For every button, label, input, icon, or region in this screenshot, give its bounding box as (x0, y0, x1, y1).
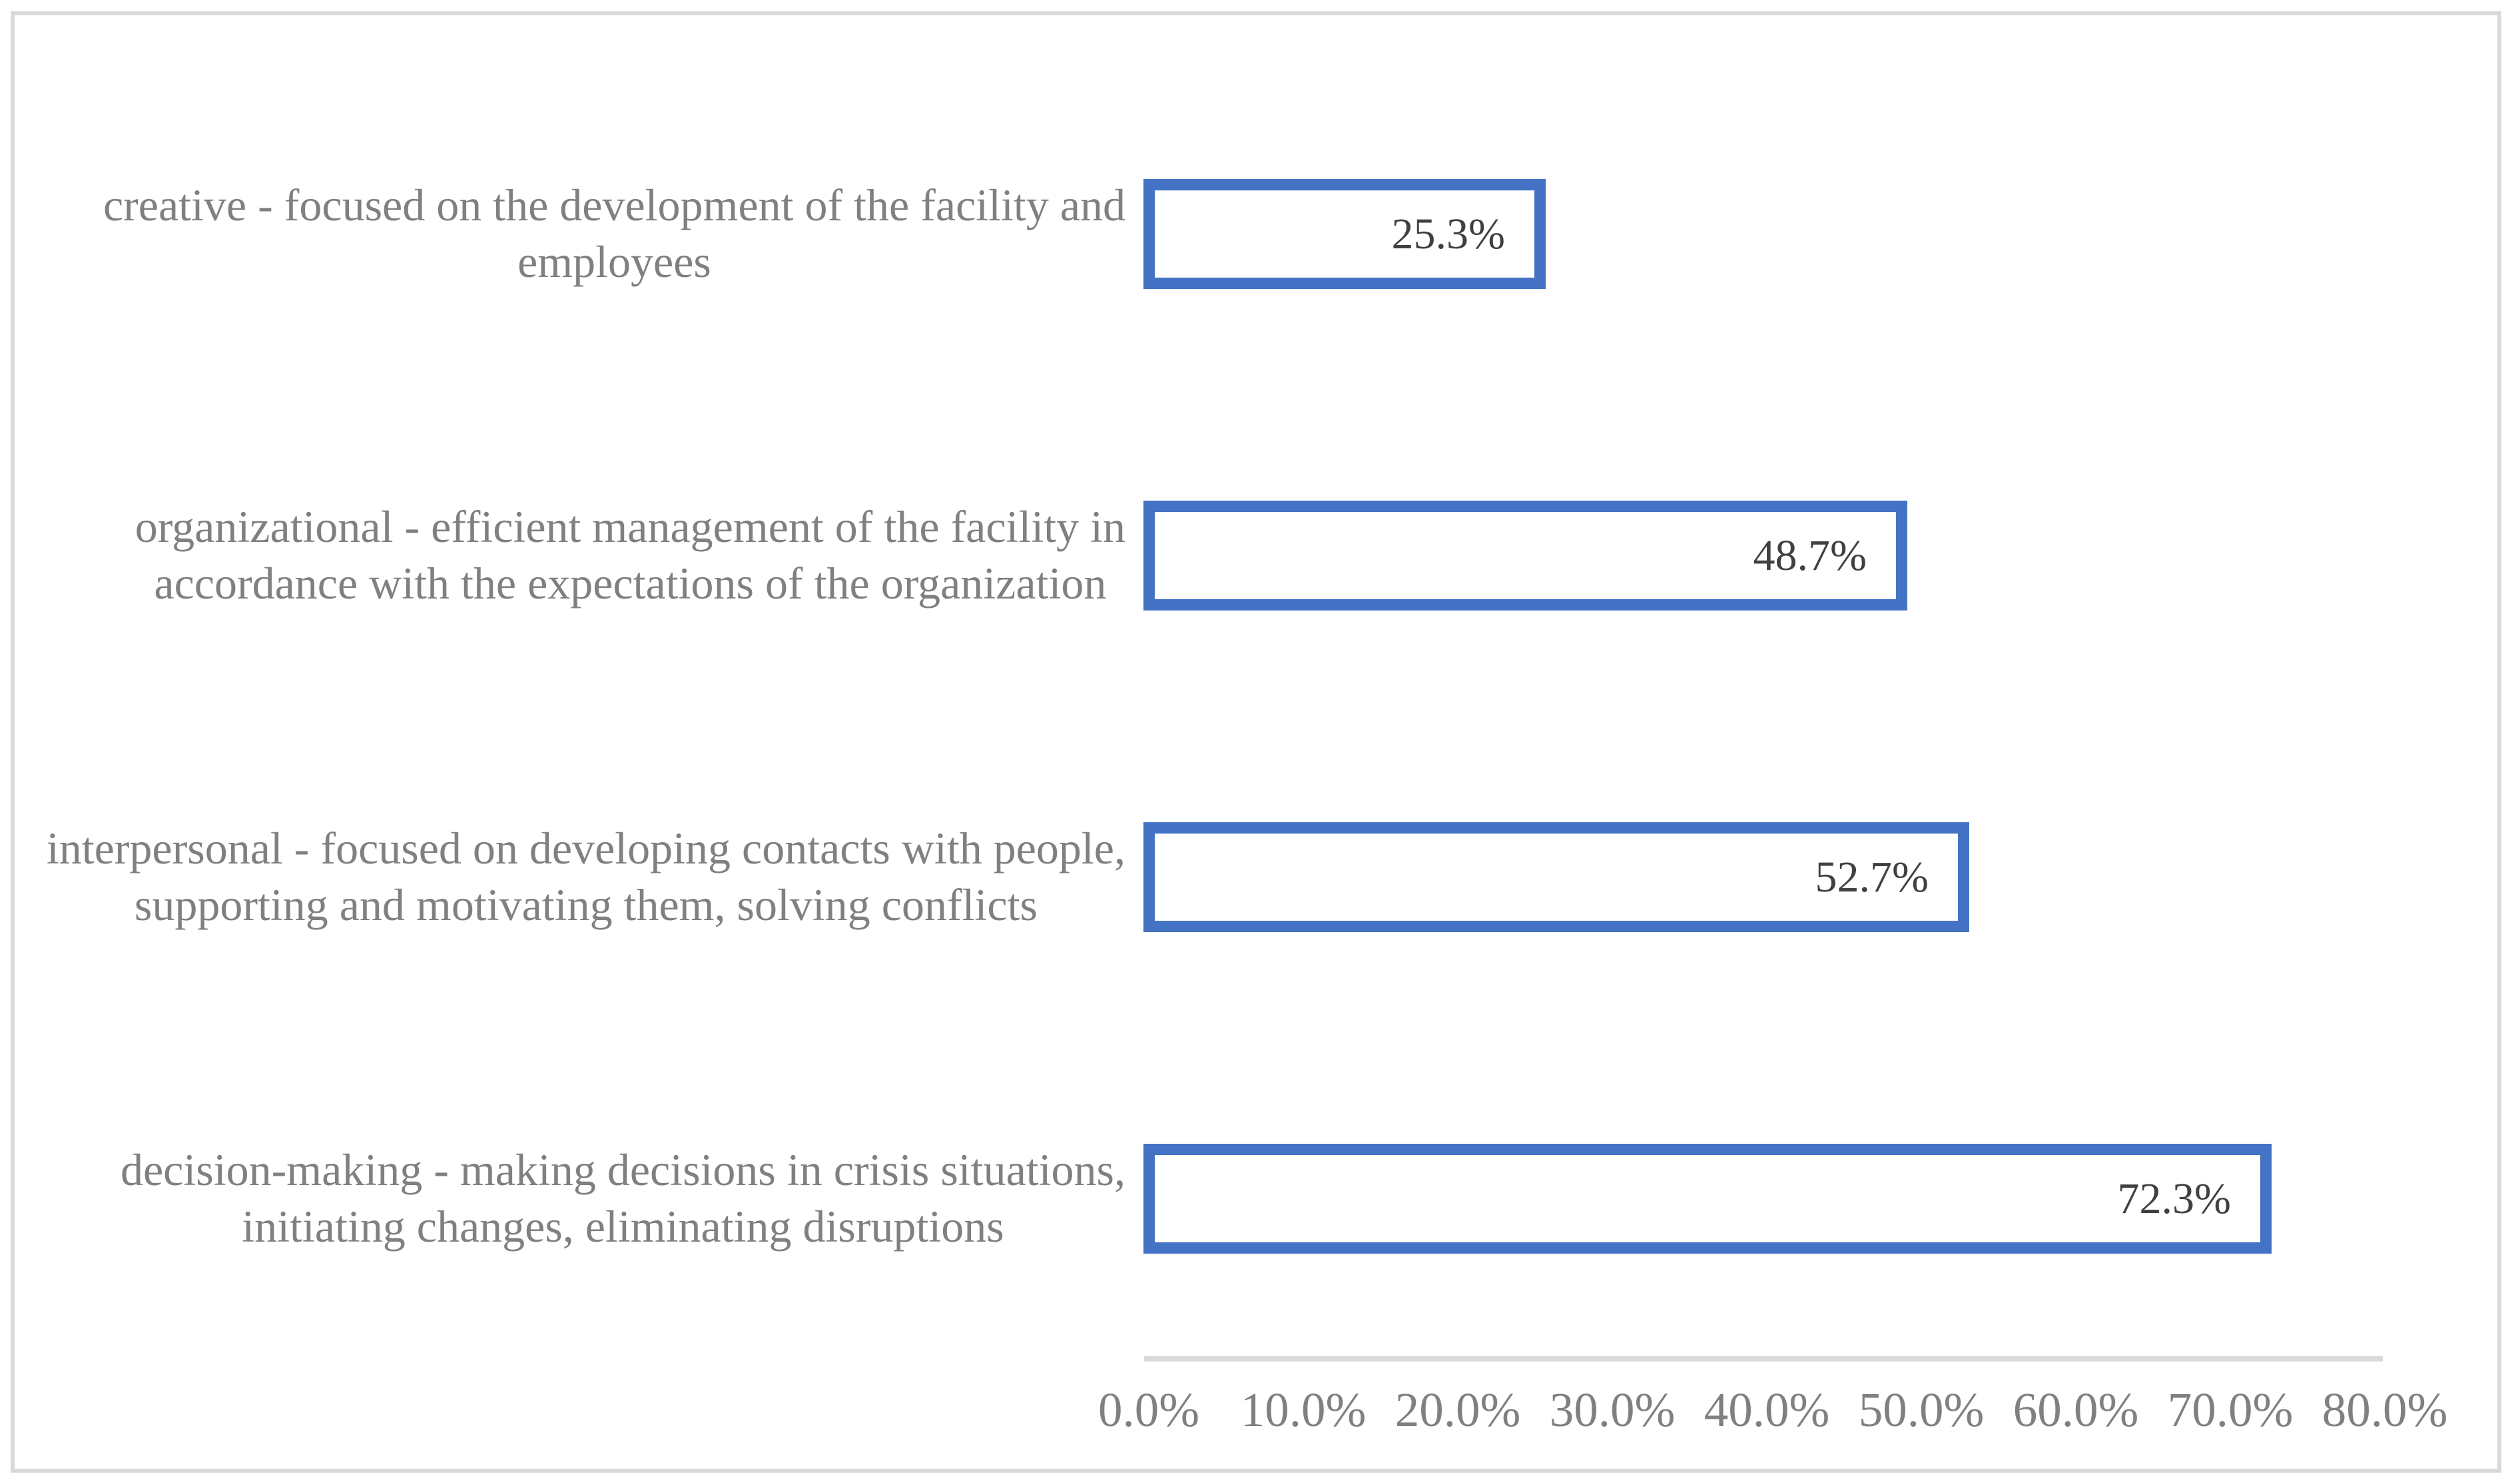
value-label: 52.7% (1815, 852, 1929, 901)
bar-organizational: 48.7% (1143, 501, 1907, 611)
bar-interpersonal: 52.7% (1143, 822, 1969, 932)
value-label: 72.3% (2117, 1174, 2231, 1223)
category-label-decision-making: decision-making - making decisions in cr… (120, 1144, 1125, 1252)
x-axis-tick-label: 30.0% (1549, 1383, 1676, 1437)
category-label-organizational: organizational - efficient management of… (135, 501, 1125, 609)
x-axis-tick-label: 20.0% (1395, 1383, 1521, 1437)
x-axis-tick-label: 80.0% (2322, 1383, 2448, 1437)
category-label-interpersonal: interpersonal - focused on developing co… (46, 823, 1125, 930)
x-axis-tick-label: 50.0% (1858, 1383, 1985, 1437)
x-axis-tick-label: 10.0% (1240, 1383, 1367, 1437)
x-axis-tick-label: 40.0% (1704, 1383, 1830, 1437)
x-axis-tick-label: 0.0% (1098, 1383, 1200, 1437)
bar-decision-making: 72.3% (1143, 1144, 2272, 1254)
x-axis-tick-label: 70.0% (2167, 1383, 2294, 1437)
bar-creative: 25.3% (1143, 179, 1546, 289)
category-label-creative: creative - focused on the development of… (103, 180, 1125, 287)
x-axis-line (1144, 1356, 2383, 1361)
value-label: 48.7% (1753, 531, 1867, 580)
value-label: 25.3% (1391, 209, 1505, 258)
x-axis-tick-label: 60.0% (2013, 1383, 2139, 1437)
